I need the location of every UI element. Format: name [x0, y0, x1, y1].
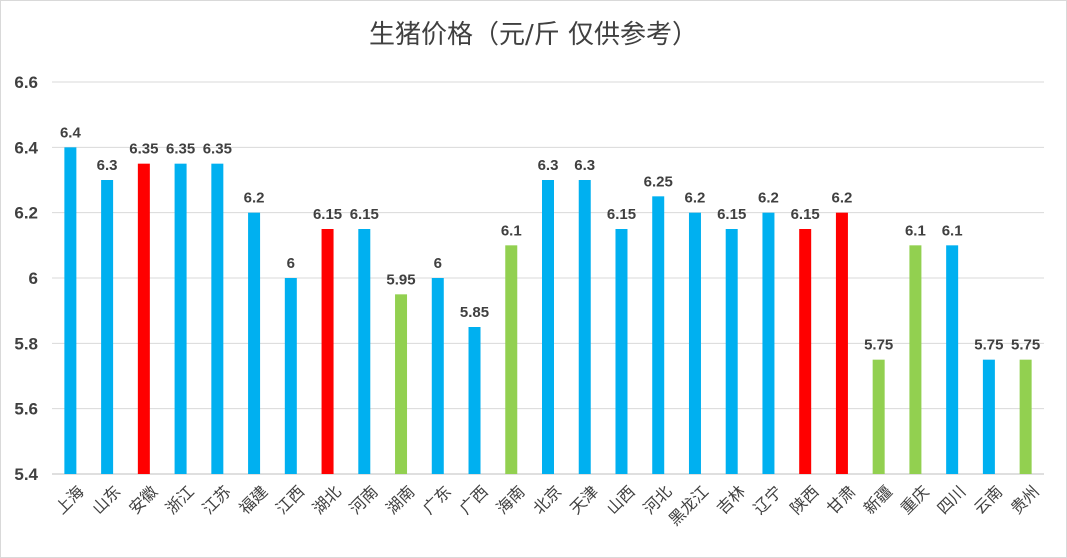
data-label: 6.4 — [60, 124, 82, 141]
x-tick-label: 河南 — [346, 482, 382, 518]
bar-天津 — [578, 180, 591, 474]
x-tick-label: 山东 — [88, 482, 124, 518]
x-tick-label: 新疆 — [860, 482, 896, 518]
x-tick-label: 湖北 — [309, 482, 345, 518]
data-label: 6.3 — [538, 157, 559, 174]
data-label: 6.15 — [607, 206, 636, 223]
x-tick-label: 黑龙江 — [665, 482, 712, 529]
bar-湖北 — [321, 229, 334, 474]
bar-北京 — [542, 180, 554, 474]
bar-上海 — [64, 147, 77, 475]
x-tick-label: 湖南 — [382, 482, 418, 518]
y-tick-label: 5.8 — [14, 334, 38, 353]
data-label: 5.75 — [864, 337, 893, 354]
bar-广东 — [431, 278, 444, 474]
data-label: 6.3 — [574, 157, 595, 174]
y-tick-label: 6 — [29, 269, 38, 288]
bar-河南 — [358, 229, 371, 474]
bar-河北 — [652, 196, 665, 475]
x-tick-label: 北京 — [529, 482, 565, 518]
bar-辽宁 — [762, 212, 775, 474]
data-label: 6.35 — [203, 141, 232, 158]
data-label: 6.15 — [350, 206, 379, 223]
x-tick-label: 辽宁 — [750, 482, 786, 518]
data-label: 6.35 — [129, 141, 158, 158]
y-tick-label: 5.4 — [14, 465, 38, 484]
bar-黑龙江 — [688, 212, 701, 474]
x-tick-label: 云南 — [970, 482, 1006, 518]
data-label: 6.3 — [97, 157, 118, 174]
bar-江西 — [284, 278, 297, 474]
bar-贵州 — [1019, 359, 1032, 474]
bar-重庆 — [909, 245, 922, 474]
bar-新疆 — [872, 359, 885, 474]
data-label: 6.25 — [644, 173, 673, 190]
x-tick-label: 广西 — [456, 482, 492, 518]
data-label: 6.35 — [166, 141, 195, 158]
data-label: 5.95 — [386, 271, 415, 288]
x-tick-label: 天津 — [566, 482, 602, 518]
x-tick-label: 浙江 — [162, 482, 198, 518]
x-tick-label: 吉林 — [713, 482, 749, 518]
x-tick-label: 贵州 — [1007, 482, 1043, 518]
bar-吉林 — [725, 229, 738, 474]
x-tick-label: 福建 — [235, 482, 271, 518]
data-label: 6.15 — [313, 206, 342, 223]
x-tick-label: 江西 — [272, 482, 308, 518]
bar-江苏 — [211, 163, 224, 474]
x-tick-label: 广东 — [419, 482, 455, 518]
x-tick-label: 四川 — [933, 482, 969, 518]
bar-甘肃 — [835, 212, 848, 474]
y-tick-label: 6.4 — [14, 138, 38, 157]
bar-海南 — [505, 245, 518, 474]
data-label: 6 — [287, 255, 295, 272]
x-tick-label: 陕西 — [786, 482, 822, 518]
chart-title: 生猪价格（元/斤 仅供参考） — [368, 20, 699, 50]
data-label: 5.85 — [460, 304, 489, 321]
y-tick-label: 6.2 — [14, 204, 38, 223]
bar-山西 — [615, 229, 628, 474]
x-tick-label: 安徽 — [125, 482, 161, 518]
data-label: 6.1 — [501, 222, 522, 239]
bar-山东 — [101, 180, 114, 474]
data-label: 5.75 — [974, 337, 1003, 354]
data-label: 6.1 — [942, 222, 963, 239]
bar-福建 — [248, 212, 261, 474]
data-label: 6 — [434, 255, 442, 272]
data-label: 6.2 — [758, 190, 779, 207]
data-label: 6.1 — [905, 222, 926, 239]
x-tick-label: 海南 — [492, 482, 528, 518]
data-label: 6.15 — [791, 206, 820, 223]
x-tick-label: 重庆 — [897, 482, 933, 518]
bar-四川 — [946, 245, 959, 474]
x-tick-label: 甘肃 — [823, 482, 859, 518]
bar-广西 — [468, 327, 481, 474]
bar-浙江 — [174, 163, 187, 474]
y-tick-label: 5.6 — [14, 400, 38, 419]
bar-湖南 — [395, 294, 408, 474]
bar-安徽 — [137, 163, 150, 474]
data-label: 6.2 — [685, 190, 706, 207]
data-label: 6.15 — [717, 206, 746, 223]
x-tick-label: 上海 — [52, 482, 88, 518]
y-tick-label: 6.6 — [14, 73, 38, 92]
bar-陕西 — [799, 229, 812, 474]
x-tick-label: 江苏 — [199, 482, 235, 518]
data-label: 6.2 — [831, 190, 852, 207]
x-tick-label: 山西 — [603, 482, 639, 518]
bar-云南 — [982, 359, 995, 474]
data-label: 6.2 — [244, 190, 265, 207]
data-label: 5.75 — [1011, 337, 1040, 354]
